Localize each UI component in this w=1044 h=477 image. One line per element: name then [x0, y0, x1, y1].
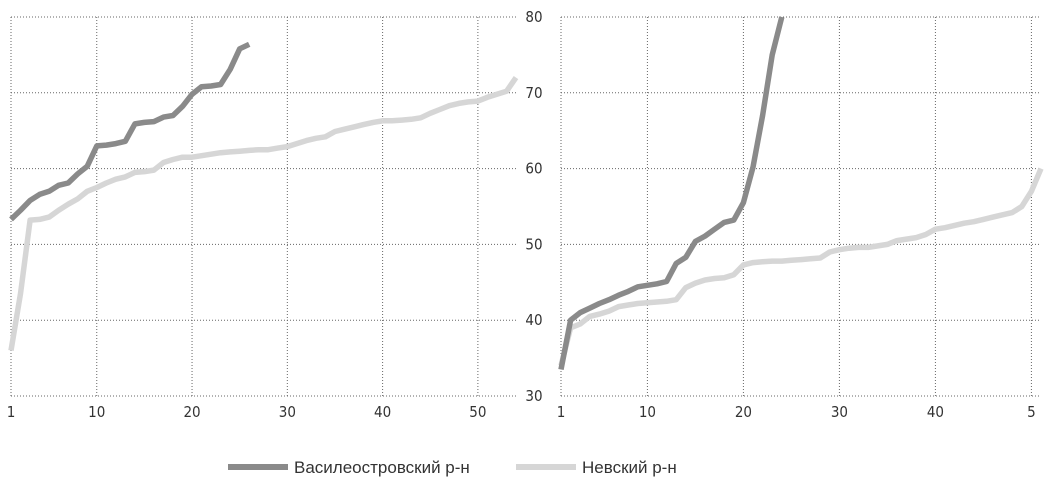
right-y-tick-label: 80: [525, 8, 542, 26]
left-series-line-nevsky: [8, 76, 519, 351]
right-y-tick-label: 70: [525, 84, 542, 102]
right-x-tick-label: 30: [831, 403, 848, 421]
right-y-tick-label: 60: [525, 160, 542, 178]
right-x-tick-label: 1: [557, 403, 566, 421]
right-series-line-nevsky: [558, 167, 1044, 367]
chart-left: 1 10 20 30 40 50: [7, 16, 519, 421]
right-y-tick-label: 50: [525, 235, 542, 253]
legend-item-vasileostrovsky: Василеостровский р-н: [228, 458, 470, 477]
legend-label-nevsky: Невский р-н: [582, 458, 677, 477]
right-grid: [560, 16, 1041, 397]
right-x-tick-label: 10: [639, 403, 656, 421]
legend: Василеостровский р-н Невский р-н: [228, 458, 677, 477]
right-y-tick-label: 30: [525, 387, 542, 405]
right-x-tick-label: 5: [1027, 403, 1036, 421]
legend-label-vasileostrovsky: Василеостровский р-н: [294, 458, 470, 477]
right-x-tick-label: 40: [927, 403, 944, 421]
chart-right: 1 10 20 30 40 5 30 40 50 60 70 80: [525, 8, 1044, 421]
left-x-tick-label: 10: [88, 403, 105, 421]
left-x-tick-label: 50: [469, 403, 486, 421]
left-x-tick-label: 40: [374, 403, 391, 421]
left-x-tick-label: 30: [279, 403, 296, 421]
left-grid: [10, 16, 516, 397]
legend-item-nevsky: Невский р-н: [516, 458, 677, 477]
right-series-line-vasileostrovsky: [558, 16, 785, 371]
left-x-tick-label: 20: [183, 403, 200, 421]
right-x-tick-label: 20: [735, 403, 752, 421]
left-series-line-vasileostrovsky: [9, 41, 251, 222]
left-x-tick-label: 1: [7, 403, 16, 421]
right-y-tick-label: 40: [525, 311, 542, 329]
